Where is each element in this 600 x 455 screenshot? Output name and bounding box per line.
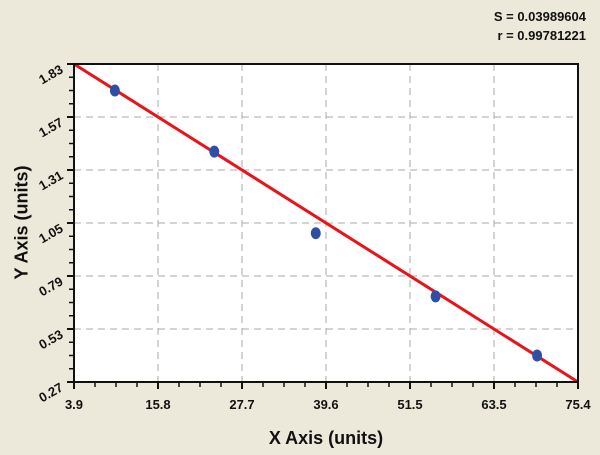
data-points xyxy=(109,84,543,362)
y-tick-label: 0.79 xyxy=(36,274,65,300)
regression-line xyxy=(73,62,579,384)
x-tick-label: 27.7 xyxy=(229,397,254,412)
y-tick-label: 0.27 xyxy=(36,380,65,406)
data-point xyxy=(109,84,120,97)
y-tick-label: 1.57 xyxy=(36,115,65,141)
r-value: r = 0.99781221 xyxy=(497,28,586,43)
data-point xyxy=(430,290,441,303)
y-axis-label: Y Axis (units) xyxy=(11,165,32,280)
s-value: S = 0.03989604 xyxy=(493,9,586,24)
plot-frame xyxy=(73,63,579,383)
data-point xyxy=(310,227,321,240)
x-tick-label: 39.6 xyxy=(313,397,338,412)
y-tick-label: 0.53 xyxy=(36,327,65,353)
x-tick-label: 63.5 xyxy=(481,397,506,412)
y-tick-label: 1.05 xyxy=(36,221,65,247)
data-point xyxy=(532,349,543,362)
x-axis-label: X Axis (units) xyxy=(268,428,384,448)
y-tick-label: 1.83 xyxy=(36,62,65,88)
x-tick-label: 15.8 xyxy=(145,397,170,412)
x-tick-label: 51.5 xyxy=(397,397,422,412)
y-tick-label: 1.31 xyxy=(36,168,65,194)
data-point xyxy=(209,145,220,158)
x-tick-label: 3.9 xyxy=(65,397,83,412)
fit-statistics: S = 0.03989604 r = 0.99781221 xyxy=(494,7,586,45)
x-tick-label: 75.4 xyxy=(565,397,591,412)
